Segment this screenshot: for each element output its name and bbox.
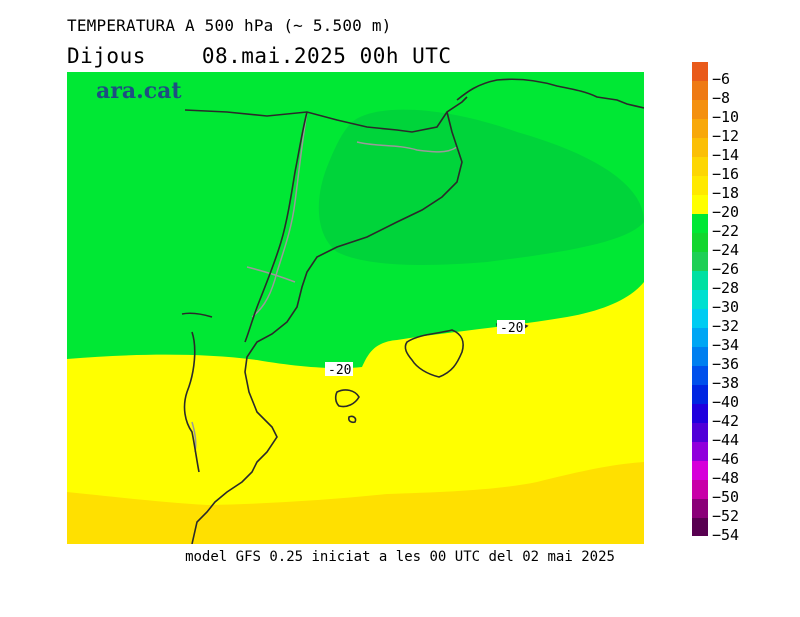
colorbar-label: −26 [712, 260, 740, 278]
colorbar-swatch [692, 271, 708, 290]
colorbar-swatch [692, 347, 708, 366]
colorbar-swatch [692, 157, 708, 176]
colorbar-label: −8 [712, 89, 731, 107]
colorbar-label: −40 [712, 393, 740, 411]
map-coastline [181, 78, 644, 544]
colorbar-label: −20 [712, 203, 740, 221]
colorbar-swatch [692, 309, 708, 328]
colorbar-label: −38 [712, 374, 740, 392]
colorbar-swatch [692, 518, 708, 536]
colorbar-swatch [692, 100, 708, 119]
colorbar-label: −54 [712, 526, 740, 544]
colorbar-label: −46 [712, 450, 740, 468]
colorbar-swatch [692, 233, 708, 252]
colorbar-label: −14 [712, 146, 740, 164]
colorbar-swatch [692, 214, 708, 233]
contour-label-text: -20 [328, 363, 351, 378]
map-band-yellow [67, 282, 644, 544]
colorbar-swatch [692, 480, 708, 499]
colorbar-swatch [692, 62, 708, 81]
colorbar-label: −16 [712, 165, 740, 183]
colorbar-label: −50 [712, 488, 740, 506]
colorbar-label: −30 [712, 298, 740, 316]
ara-cat-logo: ara.cat [96, 78, 182, 104]
colorbar-label: −44 [712, 431, 740, 449]
colorbar-label: −12 [712, 127, 740, 145]
model-caption: model GFS 0.25 iniciat a les 00 UTC del … [185, 549, 615, 565]
map-band-orange-yellow [67, 462, 644, 544]
colorbar-label: −6 [712, 70, 731, 88]
temperature-colorbar [692, 62, 708, 555]
contour-label-2: -20 [497, 320, 525, 336]
colorbar-swatch [692, 195, 708, 214]
colorbar-swatch [692, 499, 708, 518]
colorbar-swatch [692, 138, 708, 157]
colorbar-label: −22 [712, 222, 740, 240]
forecast-datetime: Dijous 08.mai.2025 00h UTC [67, 44, 452, 68]
forecast-day: Dijous [67, 44, 146, 68]
colorbar-swatch [692, 119, 708, 138]
colorbar-swatch [692, 423, 708, 442]
colorbar-swatch [692, 290, 708, 309]
colorbar-label: −10 [712, 108, 740, 126]
temperature-map: -20 -20 ara.cat [67, 72, 644, 544]
colorbar-swatch [692, 81, 708, 100]
colorbar-swatch [692, 176, 708, 195]
colorbar-label: −32 [712, 317, 740, 335]
contour-label-text: -20 [500, 321, 523, 336]
colorbar-swatch [692, 385, 708, 404]
colorbar-label: −18 [712, 184, 740, 202]
colorbar-label: −28 [712, 279, 740, 297]
colorbar-swatch [692, 404, 708, 423]
colorbar-swatch [692, 366, 708, 385]
map-borders [191, 111, 458, 453]
colorbar-label: −36 [712, 355, 740, 373]
map-band-dark-green [318, 109, 644, 265]
colorbar-label: −24 [712, 241, 740, 259]
colorbar-label: −34 [712, 336, 740, 354]
colorbar-label: −48 [712, 469, 740, 487]
forecast-date: 08.mai.2025 00h UTC [201, 44, 452, 68]
colorbar-swatch [692, 461, 708, 480]
colorbar-swatch [692, 328, 708, 347]
colorbar-label: −42 [712, 412, 740, 430]
colorbar-swatch [692, 252, 708, 271]
colorbar-label: −52 [712, 507, 740, 525]
contour-label-1: -20 [325, 362, 353, 378]
colorbar-swatch [692, 442, 708, 461]
map-title: TEMPERATURA A 500 hPa (~ 5.500 m) [67, 16, 392, 35]
